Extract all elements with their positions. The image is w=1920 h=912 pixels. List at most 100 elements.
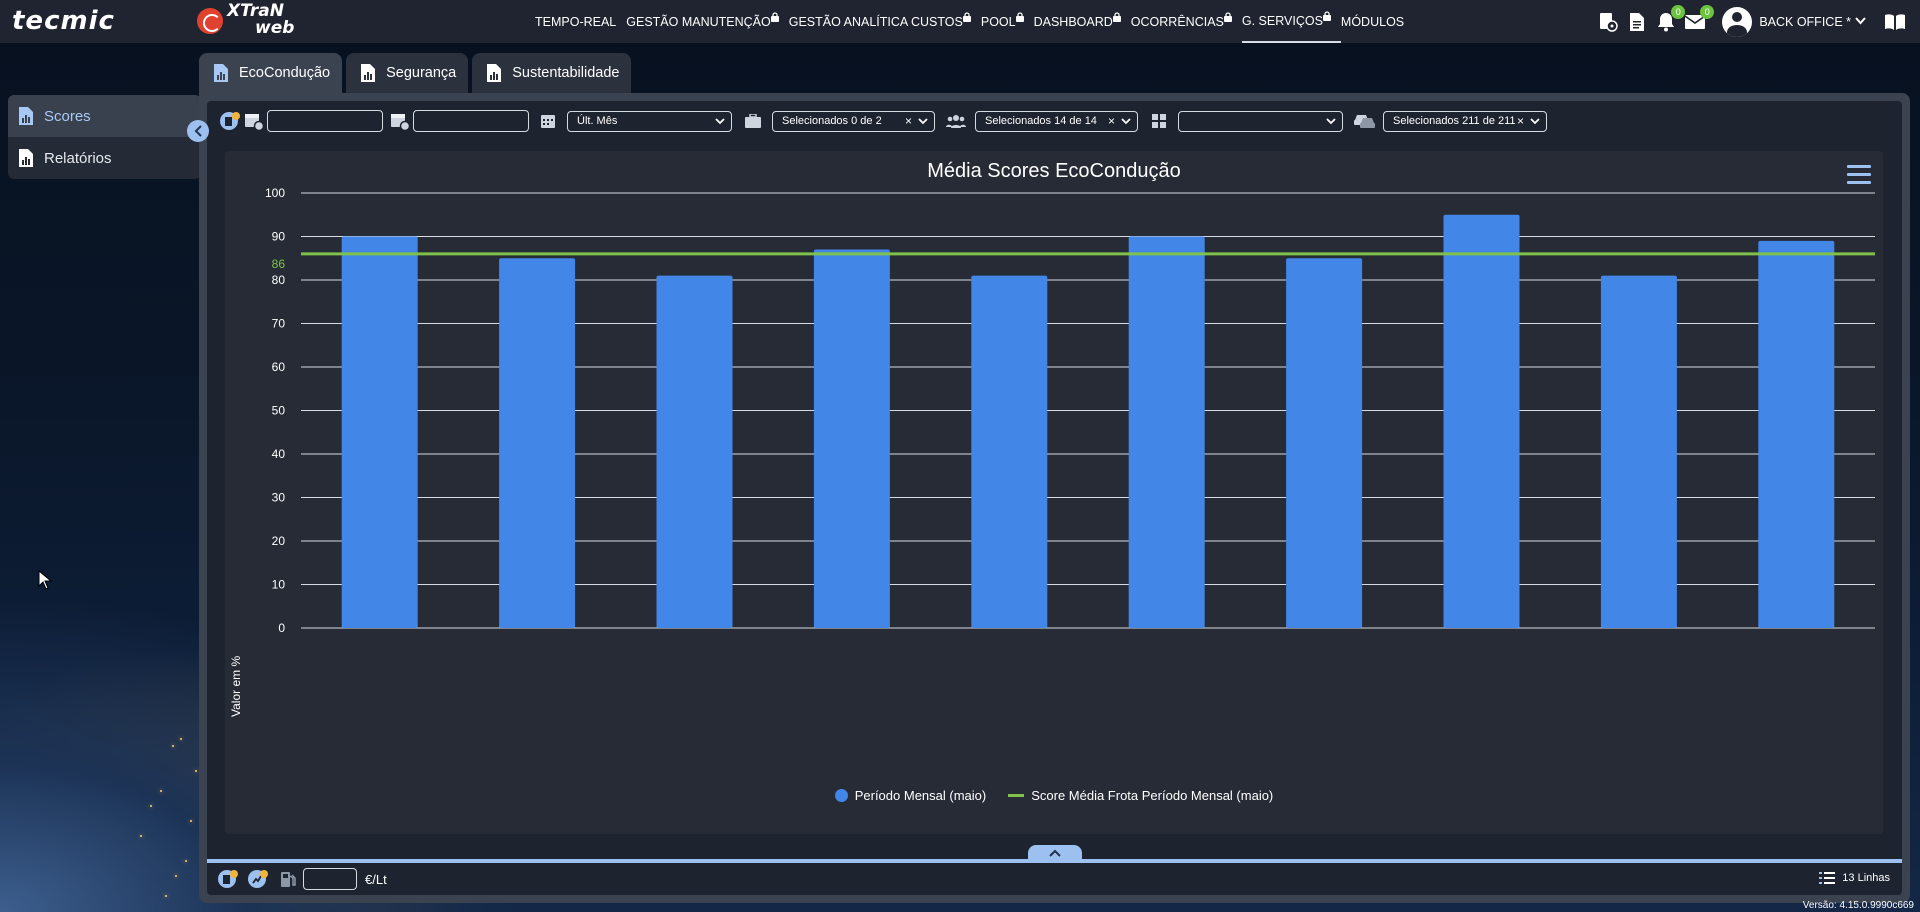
chevron-down-icon <box>715 117 725 124</box>
users-group-icon <box>945 110 967 132</box>
filter-bar: Últ. Mês Selecionados 0 de 2 × Seleciona… <box>207 101 1902 141</box>
sidebar: Scores Relatórios <box>8 95 201 179</box>
document-icon[interactable] <box>1626 11 1648 33</box>
web-logo-text: web <box>255 18 295 38</box>
nav-item-label: MÓDULOS <box>1340 14 1405 29</box>
clear-icon[interactable]: × <box>1516 114 1524 128</box>
main-nav: TEMPO-REAL GESTÃO MANUTENÇÃO GESTÃO ANALÍT… <box>535 0 1414 43</box>
tab-seguranca[interactable]: Segurança <box>346 53 469 93</box>
panel-splitter[interactable] <box>207 859 1902 863</box>
bar[interactable] <box>341 236 418 629</box>
chart-doc-icon <box>487 64 502 82</box>
bar[interactable] <box>499 258 576 628</box>
clear-icon[interactable]: × <box>1107 114 1115 128</box>
nav-item-2[interactable]: GESTÃO ANALÍTICA CUSTOS <box>789 0 981 43</box>
bar[interactable] <box>1443 214 1520 628</box>
user-avatar[interactable] <box>1722 6 1753 37</box>
companies-select[interactable]: Selecionados 0 de 2 × <box>772 110 935 132</box>
sidebar-item-label: Scores <box>44 107 91 125</box>
bar[interactable] <box>1286 258 1363 628</box>
sidebar-item-label: Relatórios <box>44 149 112 167</box>
calendar-end-icon[interactable] <box>389 110 411 132</box>
tab-ecoconducao[interactable]: EcoCondução <box>199 53 343 93</box>
lock-icon <box>1112 11 1121 22</box>
tab-label: EcoCondução <box>239 65 331 81</box>
period-select[interactable]: Últ. Mês <box>567 110 732 132</box>
legend-line-marker[interactable] <box>1008 794 1025 797</box>
legend-bar-marker[interactable] <box>834 789 848 802</box>
bar[interactable] <box>1758 240 1835 628</box>
list-lines-icon <box>1819 872 1836 884</box>
calendar-start-icon[interactable] <box>243 110 265 132</box>
nav-item-label: DASHBOARD <box>1033 14 1113 29</box>
chart-menu-icon[interactable] <box>1847 165 1871 185</box>
chart-doc-icon <box>214 64 228 82</box>
bar[interactable] <box>813 249 890 629</box>
lock-icon <box>1015 11 1024 22</box>
chart-legend: Período Mensal (maio) Score Média Frota … <box>225 788 1883 803</box>
groups-select[interactable]: Selecionados 14 de 14 × <box>975 110 1138 132</box>
bar[interactable] <box>1128 236 1205 629</box>
chevron-down-icon <box>1326 117 1336 124</box>
date-start-input[interactable] <box>267 110 383 132</box>
messages-envelope-icon[interactable]: 0 <box>1684 4 1715 33</box>
bar[interactable] <box>656 275 733 628</box>
mouse-cursor-icon <box>38 570 52 590</box>
y-tick-label: 70 <box>272 317 286 331</box>
xtran-web-logo[interactable]: XTraN web <box>227 3 294 37</box>
xtran-logo-icon <box>197 8 223 34</box>
fuel-unit-label: €/Lt <box>365 871 387 887</box>
notifications-badge: 0 <box>1671 4 1686 19</box>
grid-icon <box>1148 110 1170 132</box>
lines-count-label: 13 Linhas <box>1842 872 1890 884</box>
category-select[interactable] <box>1178 110 1343 132</box>
tab-sustentabilidade[interactable]: Sustentabilidade <box>472 53 632 93</box>
content-area: Últ. Mês Selecionados 0 de 2 × Seleciona… <box>207 101 1902 895</box>
bar[interactable] <box>1600 275 1677 628</box>
nav-item-5[interactable]: OCORRÊNCIAS <box>1131 0 1242 43</box>
steering-wheel-doc-icon[interactable] <box>1597 11 1619 33</box>
vehicles-select[interactable]: Selecionados 211 de 211 × <box>1383 110 1547 132</box>
user-name[interactable]: BACK OFFICE * <box>1759 14 1851 29</box>
y-tick-label: 40 <box>272 447 286 461</box>
notifications-bell-icon[interactable]: 0 <box>1655 4 1686 33</box>
tecmic-logo[interactable]: tecmic <box>12 6 115 36</box>
y-tick-label: 90 <box>272 230 286 244</box>
date-end-input[interactable] <box>413 110 529 132</box>
sidebar-item-scores[interactable]: Scores <box>8 95 201 137</box>
chart-doc-icon <box>19 107 33 125</box>
chevron-down-icon <box>1530 117 1540 124</box>
manual-book-icon[interactable] <box>1884 13 1906 31</box>
nav-item-label: POOL <box>980 14 1016 29</box>
groups-select-value: Selecionados 14 de 14 <box>985 115 1097 127</box>
export-excel-icon[interactable] <box>217 868 239 890</box>
lines-count[interactable]: 13 Linhas <box>1819 872 1890 884</box>
bar[interactable] <box>971 275 1048 628</box>
expand-up-button[interactable] <box>1028 845 1082 861</box>
driver-score-icon[interactable] <box>219 110 241 132</box>
clear-icon[interactable]: × <box>904 114 912 128</box>
nav-item-0[interactable]: TEMPO-REAL <box>535 0 626 43</box>
chevron-down-icon[interactable] <box>1855 16 1866 28</box>
legend-bar-label[interactable]: Período Mensal (maio) <box>854 788 987 803</box>
legend-line-label[interactable]: Score Média Frota Período Mensal (maio) <box>1031 788 1274 803</box>
nav-item-3[interactable]: POOL <box>981 0 1034 43</box>
fuel-price-input[interactable] <box>303 868 357 890</box>
sidebar-item-relatorios[interactable]: Relatórios <box>8 137 201 179</box>
chevron-down-icon <box>918 117 928 124</box>
nav-item-4[interactable]: DASHBOARD <box>1034 0 1131 43</box>
nav-item-1[interactable]: GESTÃO MANUTENÇÃO <box>626 0 788 43</box>
top-right-tools: 0 0 BACK OFFICE * <box>1590 0 1920 43</box>
chevron-left-icon <box>194 125 202 137</box>
lock-icon <box>962 11 971 22</box>
y-tick-label: 50 <box>272 404 286 418</box>
export-report-icon[interactable] <box>247 868 269 890</box>
nav-item-7[interactable]: MÓDULOS <box>1341 0 1414 43</box>
messages-badge: 0 <box>1700 4 1715 19</box>
nav-item-6[interactable]: G. SERVIÇOS <box>1241 0 1341 43</box>
nav-item-label: OCORRÊNCIAS <box>1130 14 1224 29</box>
collapse-sidebar-button[interactable] <box>187 120 209 142</box>
y-tick-label: 100 <box>265 186 285 200</box>
average-line-label: 86 <box>272 257 286 271</box>
calendar-icon <box>537 110 559 132</box>
